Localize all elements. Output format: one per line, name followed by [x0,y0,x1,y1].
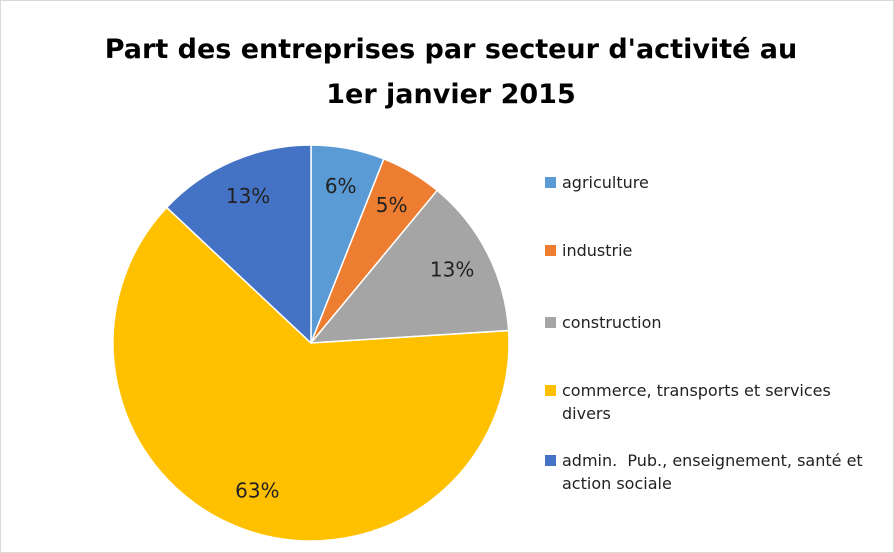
data-label: 13% [430,258,474,282]
legend-label: admin. Pub., enseignement, santé et acti… [562,451,868,493]
data-label: 6% [325,174,357,198]
legend-label: commerce, transports et services divers [562,381,836,423]
data-label: 63% [235,479,279,503]
legend-swatch [545,245,556,256]
legend-swatch [545,385,556,396]
legend-item: admin. Pub., enseignement, santé et acti… [545,449,874,495]
legend-label: industrie [562,241,633,260]
pie-slice [165,144,312,345]
pie-slice [309,189,510,344]
chart-title: Part des entreprises par secteur d'activ… [104,34,807,110]
legend-item: commerce, transports et services divers [545,379,874,425]
legend-swatch [545,317,556,328]
legend-item: industrie [545,239,874,262]
data-label: 5% [376,193,408,217]
legend-swatch [545,455,556,466]
legend-item: agriculture [545,171,874,194]
legend-item: construction [545,311,874,334]
legend-label: construction [562,313,662,332]
legend-label: agriculture [562,173,649,192]
legend-swatch [545,177,556,188]
pie-slice [112,206,510,542]
data-label: 13% [226,184,270,208]
